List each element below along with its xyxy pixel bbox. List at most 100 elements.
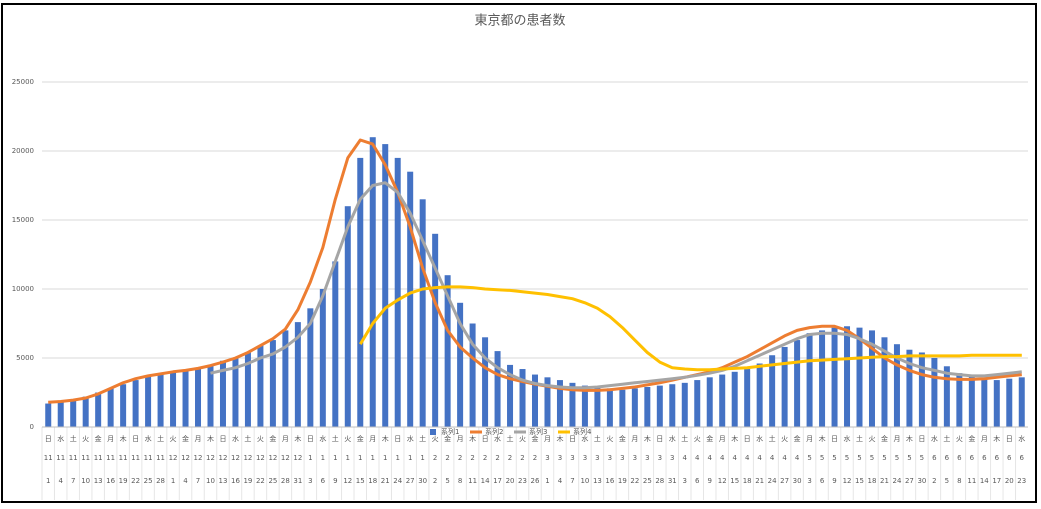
bar [332, 261, 339, 427]
x-weekday-label: 火 [82, 435, 89, 443]
x-weekday-label: 火 [519, 435, 526, 443]
x-day-label: 20 [1005, 477, 1014, 485]
x-month-label: 3 [558, 454, 562, 462]
x-weekday-label: 水 [319, 434, 326, 443]
bar [232, 358, 239, 427]
bar [469, 323, 476, 427]
x-weekday-label: 木 [207, 434, 214, 443]
x-month-label: 2 [470, 454, 474, 462]
x-month-label: 4 [720, 454, 725, 462]
x-day-label: 6 [820, 477, 825, 485]
x-weekday-label: 水 [844, 434, 851, 443]
x-month-label: 2 [508, 454, 512, 462]
y-tick-label: 5000 [16, 354, 34, 362]
x-day-label: 14 [481, 477, 490, 485]
x-month-label: 3 [645, 454, 649, 462]
bar [769, 355, 776, 427]
bar [95, 392, 102, 427]
bar [756, 363, 763, 427]
x-month-label: 2 [495, 454, 499, 462]
x-month-label: 11 [144, 454, 153, 462]
x-month-label: 2 [483, 454, 487, 462]
x-day-label: 25 [144, 477, 153, 485]
x-day-label: 18 [368, 477, 377, 485]
x-month-label: 3 [595, 454, 599, 462]
x-month-label: 5 [857, 454, 861, 462]
x-day-label: 2 [932, 477, 936, 485]
x-month-label: 12 [181, 454, 190, 462]
bar [681, 382, 688, 427]
x-day-label: 4 [183, 477, 188, 485]
x-day-label: 16 [231, 477, 240, 485]
legend-label: 系列2 [485, 427, 503, 436]
x-day-label: 12 [343, 477, 352, 485]
x-month-label: 6 [995, 454, 1000, 462]
bar [157, 373, 164, 427]
x-weekday-label: 金 [95, 434, 102, 443]
x-month-label: 3 [658, 454, 662, 462]
x-weekday-label: 水 [407, 434, 414, 443]
x-month-label: 12 [169, 454, 178, 462]
x-day-label: 28 [655, 477, 664, 485]
x-weekday-label: 水 [581, 434, 588, 443]
x-weekday-label: 日 [918, 435, 925, 443]
bar [694, 380, 701, 427]
x-month-label: 1 [383, 454, 387, 462]
x-month-label: 4 [795, 454, 800, 462]
x-day-label: 15 [855, 477, 864, 485]
x-weekday-label: 木 [382, 434, 389, 443]
x-month-label: 11 [94, 454, 103, 462]
bar [744, 369, 751, 427]
x-month-label: 12 [194, 454, 203, 462]
x-weekday-label: 金 [968, 434, 975, 443]
bar [369, 137, 376, 427]
x-day-label: 25 [268, 477, 277, 485]
x-month-label: 12 [219, 454, 228, 462]
x-weekday-label: 土 [332, 434, 339, 443]
x-month-label: 12 [206, 454, 215, 462]
x-day-label: 7 [570, 477, 574, 485]
x-weekday-label: 日 [394, 435, 401, 443]
x-weekday-label: 土 [244, 434, 251, 443]
bar [956, 373, 963, 427]
bar [195, 367, 202, 427]
x-day-label: 20 [506, 477, 515, 485]
x-month-label: 12 [293, 454, 302, 462]
x-month-label: 2 [433, 454, 437, 462]
bar [619, 389, 626, 427]
bar [656, 385, 663, 427]
x-day-label: 26 [531, 477, 540, 485]
x-weekday-label: 木 [120, 434, 127, 443]
x-month-label: 3 [670, 454, 674, 462]
x-weekday-label: 木 [294, 434, 301, 443]
x-weekday-label: 水 [1018, 434, 1025, 443]
x-weekday-label: 木 [993, 434, 1000, 443]
bar [107, 388, 114, 427]
x-weekday-label: 月 [893, 435, 900, 443]
x-day-label: 4 [58, 477, 63, 485]
bar [457, 302, 464, 427]
x-month-label: 12 [231, 454, 240, 462]
x-day-label: 30 [917, 477, 926, 485]
bar [132, 380, 139, 427]
bar [244, 352, 251, 427]
x-day-label: 1 [545, 477, 549, 485]
x-day-label: 21 [755, 477, 764, 485]
x-weekday-label: 金 [706, 434, 713, 443]
x-weekday-label: 土 [70, 434, 77, 443]
x-weekday-label: 水 [494, 434, 501, 443]
x-weekday-label: 水 [232, 434, 239, 443]
x-month-label: 2 [445, 454, 449, 462]
x-month-label: 3 [545, 454, 549, 462]
bar [82, 396, 89, 427]
x-month-label: 11 [69, 454, 78, 462]
x-month-label: 4 [757, 454, 762, 462]
x-month-label: 5 [845, 454, 849, 462]
x-weekday-label: 金 [444, 434, 451, 443]
x-weekday-label: 月 [981, 435, 988, 443]
bar [207, 364, 214, 427]
x-month-label: 11 [119, 454, 128, 462]
bar [906, 349, 913, 427]
x-weekday-label: 火 [344, 435, 351, 443]
